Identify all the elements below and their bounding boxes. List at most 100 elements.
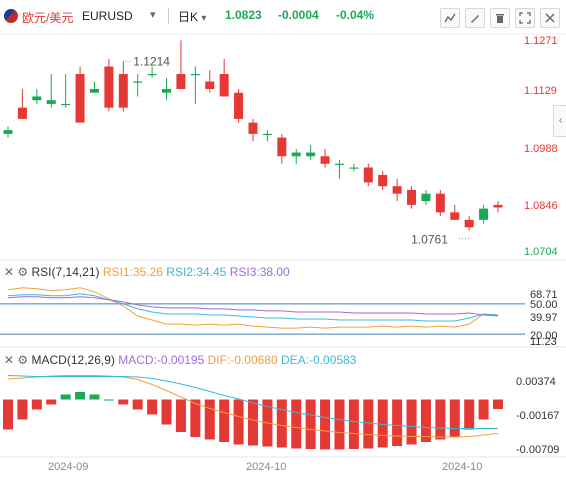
macd-legend: ✕ ⚙ MACD(12,26,9) MACD:-0.00195 DIF:-0.0… bbox=[4, 353, 356, 367]
period-label: 日K bbox=[178, 10, 199, 24]
period-select[interactable]: 日K ▾ bbox=[178, 8, 206, 25]
macd-bar bbox=[276, 399, 287, 448]
rsi3-value: RSI3:38.00 bbox=[229, 265, 290, 279]
macd-bar bbox=[75, 392, 86, 400]
macd-bar bbox=[449, 399, 460, 437]
macd-bar bbox=[89, 394, 100, 400]
collapse-icon[interactable]: ✕ bbox=[4, 353, 15, 367]
candle-body bbox=[450, 212, 460, 220]
rsi-y-label: 39.97 bbox=[530, 312, 558, 324]
x-label: 2024-10 bbox=[246, 461, 287, 473]
macd-line-dif bbox=[7, 375, 499, 438]
rsi-y-label: 20.00 bbox=[530, 330, 558, 342]
candle-body bbox=[421, 193, 431, 202]
candle-body bbox=[392, 186, 402, 194]
candle-body bbox=[75, 74, 85, 123]
rsi2-value: RSI2:34.45 bbox=[166, 265, 227, 279]
candle-body bbox=[277, 137, 287, 157]
candle-body bbox=[147, 74, 157, 76]
collapse-icon[interactable]: ✕ bbox=[4, 265, 15, 279]
macd-bar bbox=[31, 399, 42, 410]
candle-body bbox=[464, 219, 474, 228]
candle-body bbox=[248, 122, 258, 134]
fullscreen-icon bbox=[519, 12, 531, 24]
rsi-legend: ✕ ⚙ RSI(7,14,21) RSI1:35.26 RSI2:34.45 R… bbox=[4, 265, 290, 279]
x-label: 2024-10 bbox=[442, 461, 483, 473]
rsi1-value: RSI1:35.26 bbox=[102, 265, 163, 279]
candle-body bbox=[190, 74, 200, 76]
macd-bar bbox=[60, 394, 71, 400]
macd-bar bbox=[175, 399, 186, 432]
side-panel-toggle[interactable]: ‹ bbox=[553, 105, 566, 137]
macd-bar bbox=[420, 399, 431, 442]
macd-bar bbox=[478, 399, 489, 420]
macd-y-label: 0.00374 bbox=[516, 376, 556, 388]
rsi-y-label: 11.23 bbox=[530, 336, 557, 348]
dif-value: DIF:-0.00680 bbox=[207, 353, 278, 367]
high-label: 1.1214 bbox=[133, 54, 170, 68]
macd-y-label: -0.00709 bbox=[516, 444, 560, 456]
eu-flag-icon bbox=[4, 9, 18, 23]
candle-body bbox=[320, 156, 330, 164]
x-label: 2024-09 bbox=[48, 461, 89, 473]
low-label: 1.0761 bbox=[411, 233, 448, 247]
draw-pen-icon bbox=[471, 15, 479, 23]
macd-bar bbox=[392, 399, 403, 446]
chart-header: 欧元/美元 EURUSD ▾ 日K ▾ 1.0823 -0.0004 -0.04… bbox=[0, 0, 566, 34]
gear-icon[interactable]: ⚙ bbox=[17, 353, 29, 367]
candle-body bbox=[493, 204, 503, 208]
macd-bar bbox=[204, 399, 215, 440]
chart-type-icon bbox=[444, 13, 456, 23]
candle-body bbox=[306, 152, 316, 157]
pair-name-cn[interactable]: 欧元/美元 bbox=[22, 11, 74, 25]
fullscreen-button[interactable] bbox=[515, 8, 535, 28]
y-label: 1.0704 bbox=[524, 246, 558, 258]
macd-bar bbox=[363, 399, 374, 449]
candle-body bbox=[407, 189, 417, 205]
candle-body bbox=[162, 88, 172, 93]
y-label: 1.1271 bbox=[524, 35, 558, 47]
macd-bar bbox=[305, 399, 316, 449]
macd-bar bbox=[46, 399, 57, 405]
macd-value: MACD:-0.00195 bbox=[118, 353, 205, 367]
candle-body bbox=[205, 81, 215, 89]
candle-body bbox=[104, 66, 114, 108]
gear-icon[interactable]: ⚙ bbox=[17, 265, 29, 279]
chart-type-button[interactable] bbox=[440, 8, 460, 28]
close-icon bbox=[545, 13, 555, 23]
macd-bar bbox=[190, 399, 201, 437]
macd-title: MACD(12,26,9) bbox=[31, 353, 115, 367]
chevron-left-icon: ‹ bbox=[558, 115, 563, 126]
candle-body bbox=[89, 88, 99, 93]
y-label: 1.1129 bbox=[524, 85, 557, 97]
price-change: -0.0004 bbox=[278, 8, 319, 22]
last-price: 1.0823 bbox=[225, 8, 262, 22]
macd-bar bbox=[320, 399, 331, 450]
macd-bar bbox=[132, 399, 143, 410]
close-button[interactable] bbox=[540, 8, 560, 28]
draw-button[interactable] bbox=[465, 8, 485, 28]
macd-bar bbox=[406, 399, 417, 445]
candle-body bbox=[61, 103, 71, 106]
macd-bar bbox=[17, 399, 28, 420]
candle-body bbox=[176, 74, 186, 89]
price-change-pct: -0.04% bbox=[336, 8, 375, 22]
macd-bar bbox=[161, 399, 172, 425]
macd-y-label: -0.00167 bbox=[516, 410, 560, 422]
macd-bar bbox=[493, 399, 503, 409]
dea-value: DEA:-0.00583 bbox=[281, 353, 357, 367]
candle-body bbox=[234, 92, 244, 119]
candle-body bbox=[291, 152, 301, 157]
y-label: 1.0846 bbox=[524, 200, 558, 212]
pair-symbol[interactable]: EURUSD bbox=[82, 9, 133, 23]
chevron-down-icon[interactable]: ▾ bbox=[150, 9, 156, 21]
rsi-y-label: 68.71 bbox=[530, 289, 558, 301]
delete-button[interactable] bbox=[490, 8, 510, 28]
candle-body bbox=[435, 193, 445, 213]
candle-body bbox=[349, 167, 359, 169]
candle-body bbox=[3, 130, 13, 134]
macd-bar bbox=[103, 399, 114, 401]
macd-bar bbox=[435, 399, 446, 440]
macd-bar bbox=[233, 399, 244, 445]
